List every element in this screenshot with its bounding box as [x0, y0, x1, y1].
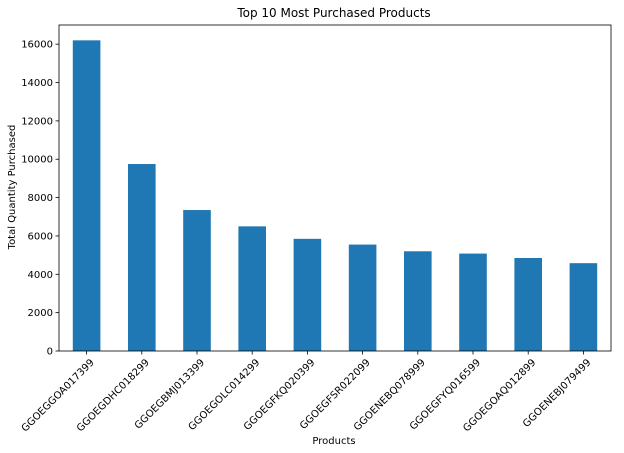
bar: [404, 251, 432, 351]
chart-title: Top 10 Most Purchased Products: [236, 6, 430, 20]
y-axis: 0 2000 4000 6000 8000 10000 12000 14000 16000: [21, 40, 59, 358]
y-tick-label: 4000: [28, 270, 53, 281]
y-tick-label: 16000: [21, 40, 53, 51]
y-axis-title: Total Quantity Purchased: [7, 125, 18, 251]
x-axis: GGOEGGOA017399GGOEGDHC018299GGOEGBMJ0133…: [20, 351, 594, 434]
y-tick-label: 8000: [28, 193, 53, 204]
bar: [514, 257, 542, 351]
y-tick-label: 14000: [21, 78, 53, 89]
bar: [72, 40, 101, 351]
bar: [569, 263, 598, 351]
bar: [128, 164, 156, 351]
bar: [459, 253, 487, 351]
y-tick-label: 10000: [21, 155, 53, 166]
y-tick-label: 6000: [28, 231, 53, 242]
y-tick-label: 2000: [28, 308, 53, 319]
bar: [293, 238, 322, 351]
bars-group: [72, 40, 598, 351]
y-tick-label: 12000: [21, 116, 53, 127]
x-axis-title: Products: [312, 436, 355, 447]
bar: [348, 244, 377, 351]
y-tick-label: 0: [47, 347, 53, 358]
bar: [238, 226, 266, 351]
plot-frame: [58, 24, 612, 352]
bar: [183, 210, 211, 351]
